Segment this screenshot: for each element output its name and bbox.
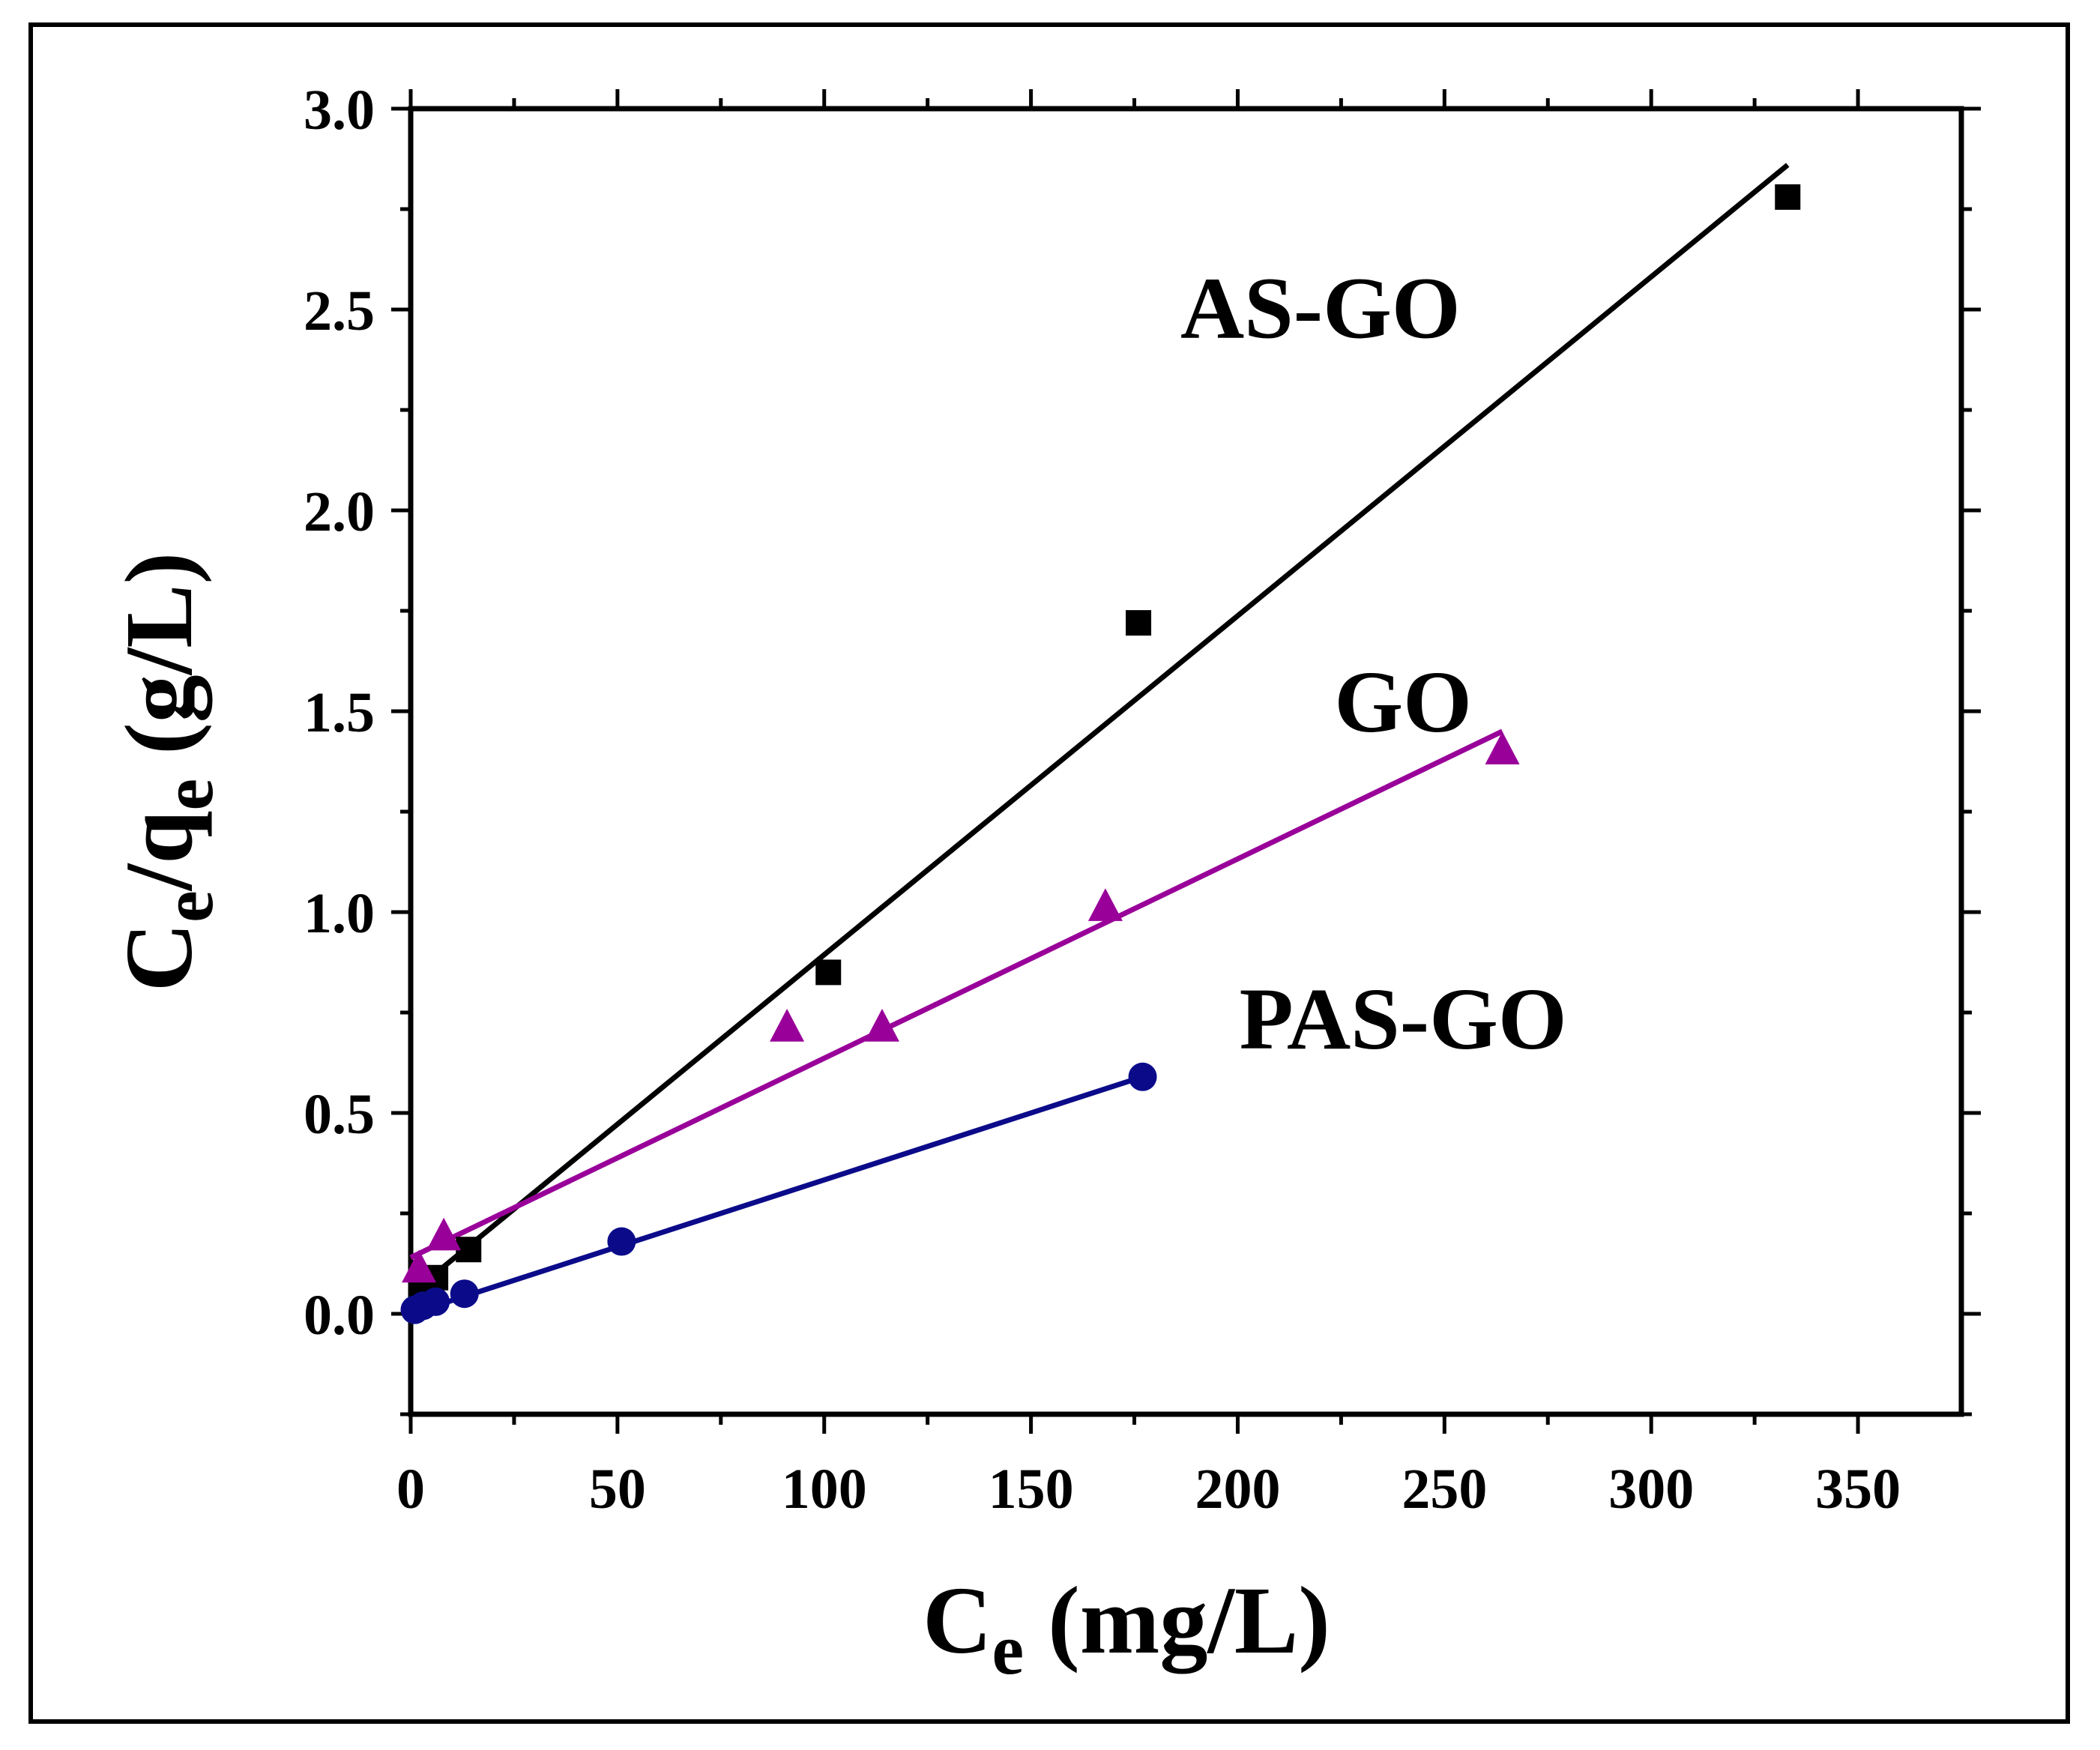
as-go-point	[1126, 610, 1152, 636]
x-tick-label: 50	[589, 1458, 646, 1521]
go-fit-line	[409, 728, 1504, 1261]
y-tick-label: 0.0	[304, 1284, 375, 1347]
go-label: GO	[1334, 653, 1472, 751]
plot-frame	[408, 106, 1964, 1417]
pas-go-point	[1128, 1062, 1157, 1091]
figure-frame	[28, 22, 2070, 1724]
y-tick-label: 3.0	[304, 79, 375, 142]
fit-lines	[408, 163, 1790, 1317]
y-tick-label: 1.5	[304, 681, 375, 744]
axes: 0 50 100 150 200 250 300 350 0.0 0.5 1.0 1.5 2.0 2.5 3…	[304, 79, 1981, 1521]
go-point	[1485, 731, 1520, 764]
x-tick-label: 150	[989, 1458, 1074, 1521]
pas-go-point	[607, 1227, 636, 1256]
as-go-fit-line	[408, 163, 1790, 1296]
y-tick-label: 2.5	[304, 280, 375, 343]
x-tick-label: 200	[1195, 1458, 1280, 1521]
y-tick-label: 0.5	[304, 1083, 375, 1146]
y-tick-label: 1.0	[304, 882, 375, 945]
x-axis-title: Ce (mg/L)	[923, 1567, 1330, 1689]
go-point	[426, 1217, 462, 1251]
x-tick-label: 350	[1815, 1458, 1901, 1521]
y-axis-title: Ce/qe (g/L)	[106, 552, 228, 992]
x-tick-label: 300	[1608, 1458, 1694, 1521]
go-point	[864, 1008, 899, 1042]
as-go-label: AS-GO	[1180, 259, 1461, 357]
x-tick-label: 250	[1401, 1458, 1487, 1521]
go-point	[1087, 888, 1123, 921]
go-point	[770, 1008, 805, 1042]
pas-go-point	[421, 1287, 450, 1316]
series-labels: AS-GO GO PAS-GO	[1180, 259, 1567, 1069]
x-tick-label: 0	[396, 1458, 425, 1521]
data-markers	[400, 184, 1801, 1324]
pas-go-label: PAS-GO	[1240, 970, 1567, 1068]
x-tick-label: 100	[782, 1458, 867, 1521]
go-point	[402, 1249, 437, 1283]
y-tick-label: 2.0	[304, 480, 375, 543]
pas-go-fit-line	[409, 1074, 1144, 1317]
pas-go-point	[450, 1279, 479, 1309]
as-go-point	[1775, 184, 1801, 210]
as-go-point	[815, 959, 842, 986]
